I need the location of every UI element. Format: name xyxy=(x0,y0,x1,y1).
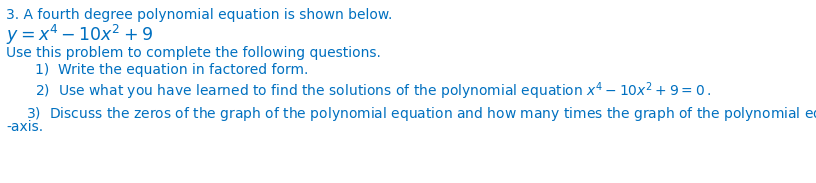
Text: 2)  Use what you have learned to find the solutions of the polynomial equation $: 2) Use what you have learned to find the… xyxy=(35,80,711,102)
Text: 3. A fourth degree polynomial equation is shown below.: 3. A fourth degree polynomial equation i… xyxy=(6,8,392,22)
Text: Use this problem to complete the following questions.: Use this problem to complete the followi… xyxy=(6,46,381,60)
Text: -axis.: -axis. xyxy=(6,120,43,134)
Text: $y=x^4-10x^2+9$: $y=x^4-10x^2+9$ xyxy=(6,23,153,47)
Text: 1)  Write the equation in factored form.: 1) Write the equation in factored form. xyxy=(35,63,308,77)
Text: 3)  Discuss the zeros of the graph of the polynomial equation and how many times: 3) Discuss the zeros of the graph of the… xyxy=(26,105,816,123)
